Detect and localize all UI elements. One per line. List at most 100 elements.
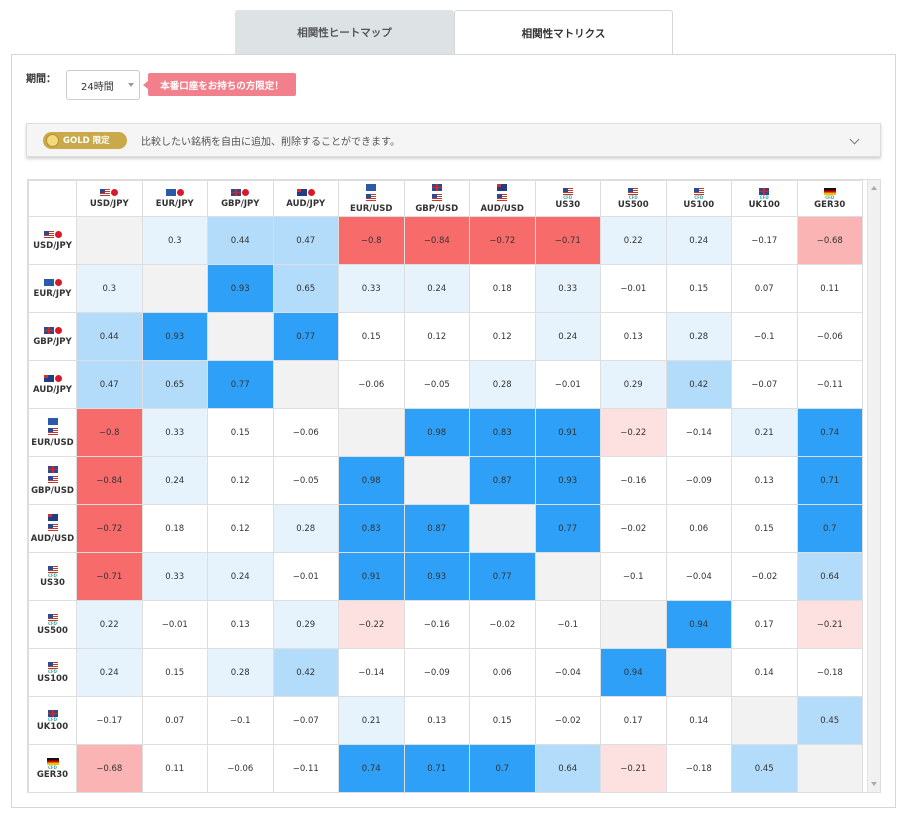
- flag-icon: [44, 661, 62, 669]
- table-row: EUR/USD −0.8 0.33 0.15 −0.06 0.98 0.83 0.91 −0.2…: [28, 408, 863, 457]
- column-header: GBP/USD: [403, 180, 470, 217]
- tab-matrix[interactable]: 相関性マトリクス: [454, 10, 673, 55]
- correlation-cell: 0.24: [665, 216, 732, 265]
- correlation-cell: 0.28: [665, 312, 732, 361]
- flag-icon: [44, 613, 62, 621]
- column-header-label: US100: [683, 199, 715, 210]
- table-row: GBP/USD −0.84 0.24 0.12 −0.05 0.98 0.87 0.93 −0.…: [28, 456, 863, 505]
- chevron-down-icon[interactable]: [849, 134, 860, 145]
- correlation-cell: 0.83: [469, 408, 536, 457]
- diagonal-cell: [600, 600, 667, 649]
- correlation-cell: 0.12: [207, 504, 274, 553]
- gold-badge: GOLD 限定: [43, 131, 127, 149]
- correlation-cell: −0.02: [469, 600, 536, 649]
- correlation-cell: 0.93: [141, 312, 208, 361]
- table-row: CFD US100 0.24 0.15 0.28 0.42 −0.14 −0.09 0.06 −0…: [28, 648, 863, 697]
- tab-bar: 相関性ヒートマップ 相関性マトリクス: [235, 10, 673, 55]
- row-header: CFD GER30: [28, 744, 77, 792]
- us-flag-icon: [100, 188, 111, 196]
- gb-flag-icon: [43, 326, 54, 334]
- correlation-cell: −0.68: [796, 216, 863, 265]
- table-row: CFD US30 −0.71 0.33 0.24 −0.01 0.91 0.93 0.77 −0.…: [28, 552, 863, 601]
- correlation-cell: 0.12: [469, 312, 536, 361]
- correlation-cell: −0.17: [731, 216, 798, 265]
- correlation-cell: 0.28: [207, 648, 274, 697]
- correlation-cell: −0.8: [76, 408, 143, 457]
- row-header-label: USD/JPY: [33, 240, 72, 251]
- correlation-cell: 0.77: [272, 312, 339, 361]
- gold-feature-text: 比較したい銘柄を自由に追加、削除することができます。: [141, 136, 400, 148]
- correlation-cell: 0.98: [403, 408, 470, 457]
- correlation-cell: 0.24: [76, 648, 143, 697]
- gold-feature-bar[interactable]: GOLD 限定 比較したい銘柄を自由に追加、削除することができます。: [26, 123, 881, 157]
- correlation-cell: −0.09: [665, 456, 732, 505]
- column-header-label: AUD/USD: [480, 203, 524, 214]
- correlation-cell: 0.14: [665, 696, 732, 745]
- correlation-cell: 0.18: [469, 264, 536, 313]
- correlation-cell: 0.77: [207, 360, 274, 409]
- tab-heatmap[interactable]: 相関性ヒートマップ: [235, 10, 454, 55]
- flag-icon: [44, 565, 62, 573]
- row-header: USD/JPY: [28, 216, 77, 265]
- diagonal-cell: [403, 456, 470, 505]
- correlation-cell: 0.91: [338, 552, 405, 601]
- correlation-cell: 0.17: [600, 696, 667, 745]
- correlation-cell: −0.1: [207, 696, 274, 745]
- correlation-cell: −0.01: [600, 264, 667, 313]
- row-header: AUD/USD: [28, 504, 77, 553]
- row-header-label: GBP/JPY: [33, 336, 72, 347]
- correlation-cell: −0.09: [403, 648, 470, 697]
- column-header: USD/JPY: [76, 180, 143, 217]
- correlation-cell: 0.3: [76, 264, 143, 313]
- correlation-cell: 0.15: [665, 264, 732, 313]
- row-header-label: US100: [37, 673, 68, 684]
- period-row: 期間： 24時間 本番口座をお持ちの方限定！: [26, 70, 296, 100]
- diagonal-cell: [534, 552, 601, 601]
- period-select[interactable]: 24時間: [66, 70, 140, 100]
- us-flag-icon: [43, 230, 54, 238]
- vertical-scrollbar[interactable]: [867, 180, 880, 792]
- jp-flag-icon: [307, 188, 315, 196]
- correlation-cell: −0.06: [338, 360, 405, 409]
- correlation-cell: 0.44: [76, 312, 143, 361]
- flag-icon: [493, 183, 511, 201]
- flag-icon: [231, 188, 250, 196]
- correlation-cell: 0.28: [469, 360, 536, 409]
- column-header: CFD UK100: [731, 180, 798, 217]
- correlation-cell: 0.21: [338, 696, 405, 745]
- period-label: 期間：: [26, 74, 56, 85]
- au-flag-icon: [497, 183, 508, 191]
- cfd-tag: CFD: [48, 620, 57, 626]
- correlation-cell: −0.02: [600, 504, 667, 553]
- correlation-cell: 0.45: [731, 744, 798, 792]
- correlation-cell: −0.18: [796, 648, 863, 697]
- row-header-label: AUD/USD: [30, 533, 75, 544]
- table-row: USD/JPY 0.3 0.44 0.47 −0.8 −0.84 −0.72 −0.71 0.2…: [28, 216, 863, 265]
- header-row: USD/JPY EUR/JPY GBP/JPY AUD/JPY EUR/USD GBP/U…: [28, 180, 863, 217]
- scroll-down-arrow-icon[interactable]: [871, 782, 877, 786]
- flag-icon: [428, 183, 446, 201]
- correlation-cell: 0.13: [731, 456, 798, 505]
- correlation-cell: −0.8: [338, 216, 405, 265]
- correlation-cell: 0.71: [403, 744, 470, 792]
- diagonal-cell: [796, 744, 863, 792]
- column-header-label: GBP/USD: [415, 203, 459, 214]
- eu-flag-icon: [43, 278, 54, 286]
- correlation-cell: −0.1: [731, 312, 798, 361]
- correlation-cell: 0.65: [272, 264, 339, 313]
- correlation-cell: 0.13: [403, 696, 470, 745]
- correlation-cell: 0.7: [796, 504, 863, 553]
- flag-icon: [43, 230, 62, 238]
- correlation-cell: 0.98: [338, 456, 405, 505]
- column-header: CFD US30: [534, 180, 601, 217]
- de-flag-icon: [823, 187, 836, 195]
- correlation-cell: 0.18: [141, 504, 208, 553]
- correlation-cell: 0.44: [207, 216, 274, 265]
- row-header: EUR/JPY: [28, 264, 77, 313]
- correlation-table: USD/JPY EUR/JPY GBP/JPY AUD/JPY EUR/USD GBP/U…: [28, 180, 863, 792]
- correlation-cell: −0.84: [76, 456, 143, 505]
- correlation-cell: 0.33: [141, 552, 208, 601]
- scroll-up-arrow-icon[interactable]: [871, 186, 877, 190]
- au-flag-icon: [43, 374, 54, 382]
- row-header: GBP/JPY: [28, 312, 77, 361]
